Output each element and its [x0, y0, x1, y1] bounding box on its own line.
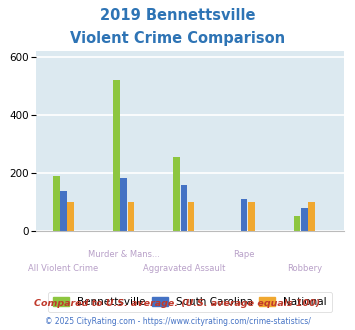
- Bar: [53, 176, 60, 231]
- Legend: Bennettsville, South Carolina, National: Bennettsville, South Carolina, National: [48, 292, 332, 312]
- Bar: [241, 199, 247, 231]
- Bar: [294, 216, 300, 231]
- Bar: [67, 202, 74, 231]
- Bar: [173, 157, 180, 231]
- Text: Rape: Rape: [233, 250, 255, 259]
- Bar: [301, 208, 307, 231]
- Bar: [120, 178, 127, 231]
- Bar: [113, 80, 120, 231]
- Text: Murder & Mans...: Murder & Mans...: [88, 250, 160, 259]
- Bar: [188, 202, 195, 231]
- Bar: [181, 184, 187, 231]
- Bar: [128, 202, 134, 231]
- Bar: [60, 191, 67, 231]
- Text: © 2025 CityRating.com - https://www.cityrating.com/crime-statistics/: © 2025 CityRating.com - https://www.city…: [45, 317, 310, 326]
- Text: Robbery: Robbery: [287, 264, 322, 273]
- Text: 2019 Bennettsville: 2019 Bennettsville: [100, 8, 255, 23]
- Bar: [248, 202, 255, 231]
- Text: Violent Crime Comparison: Violent Crime Comparison: [70, 31, 285, 46]
- Text: All Violent Crime: All Violent Crime: [28, 264, 99, 273]
- Text: Aggravated Assault: Aggravated Assault: [143, 264, 225, 273]
- Text: Compared to U.S. average. (U.S. average equals 100): Compared to U.S. average. (U.S. average …: [34, 299, 321, 308]
- Bar: [308, 202, 315, 231]
